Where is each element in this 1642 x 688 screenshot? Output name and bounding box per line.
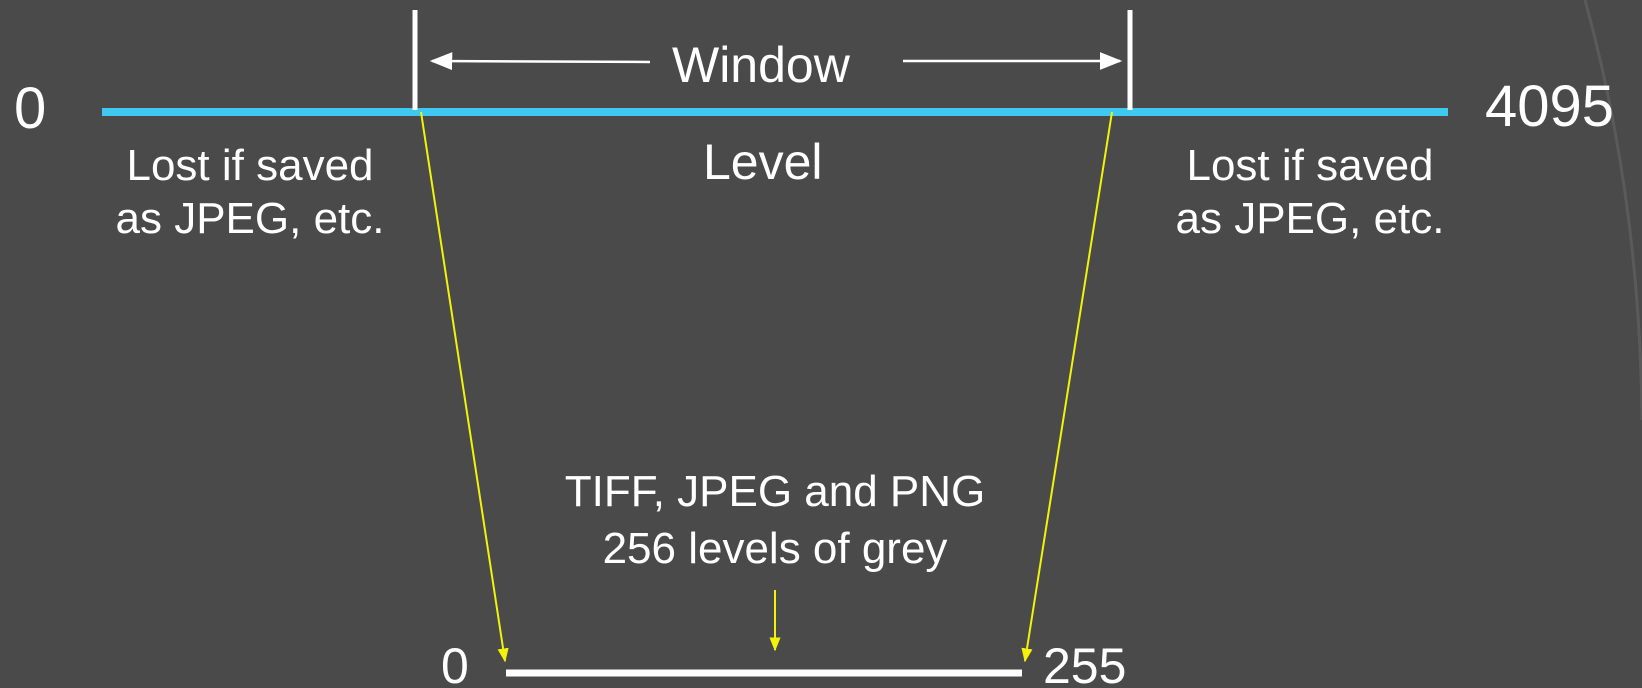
output-caption: TIFF, JPEG and PNG 256 levels of grey [545,463,1005,577]
output-caption-line1: TIFF, JPEG and PNG [564,467,986,516]
mapping-line-high [1021,111,1113,663]
level-label: Level [703,134,823,190]
window-left-arrow [429,52,651,71]
output-max-label: 255 [1043,638,1127,688]
lost-right-line1: Lost if saved [1186,141,1434,190]
input-min-label: 0 [14,76,47,141]
lost-left-line1: Lost if saved [126,141,374,190]
lost-right-line2: as JPEG, etc. [1175,193,1445,243]
mapping-line-low [420,111,509,663]
lost-left-note: Lost if saved as JPEG, etc. [110,140,390,246]
window-label: Window [672,37,850,93]
input-max-label: 4095 [1485,74,1615,139]
lost-left-line2: as JPEG, etc. [115,193,385,243]
slide-edge-curve [1583,0,1642,421]
output-min-label: 0 [441,638,469,688]
lost-right-note: Lost if saved as JPEG, etc. [1170,140,1450,246]
output-caption-line2: 256 levels of grey [602,524,948,574]
